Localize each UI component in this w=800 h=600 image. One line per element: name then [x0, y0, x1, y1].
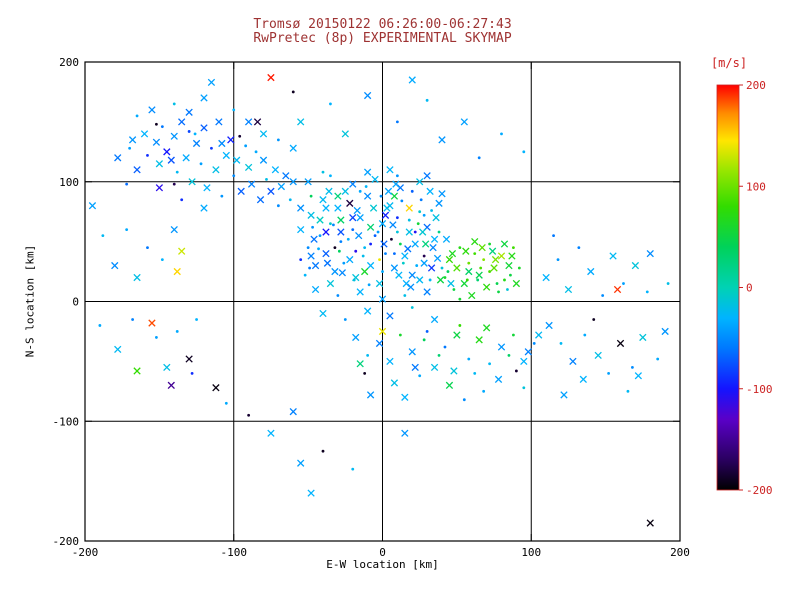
- svg-text:-100: -100: [746, 383, 773, 396]
- svg-text:-100: -100: [221, 546, 248, 559]
- svg-text:-200: -200: [746, 484, 773, 497]
- chart-title: Tromsø 20150122 06:26:00-06:27:43: [253, 17, 512, 32]
- colorbar-label: [m/s]: [710, 56, 748, 70]
- svg-text:200: 200: [670, 546, 690, 559]
- svg-text:-200: -200: [53, 535, 80, 548]
- svg-text:200: 200: [59, 56, 79, 69]
- x-axis-label: E-W location [km]: [326, 558, 439, 571]
- svg-text:-200: -200: [72, 546, 99, 559]
- svg-text:-100: -100: [53, 415, 80, 428]
- svg-text:0: 0: [746, 282, 753, 295]
- svg-text:0: 0: [72, 296, 79, 309]
- svg-text:0: 0: [379, 546, 386, 559]
- chart-subtitle: RwPretec (8p) EXPERIMENTAL SKYMAP: [253, 31, 512, 46]
- svg-text:100: 100: [521, 546, 541, 559]
- svg-text:200: 200: [746, 79, 766, 92]
- svg-text:100: 100: [746, 180, 766, 193]
- svg-text:100: 100: [59, 176, 79, 189]
